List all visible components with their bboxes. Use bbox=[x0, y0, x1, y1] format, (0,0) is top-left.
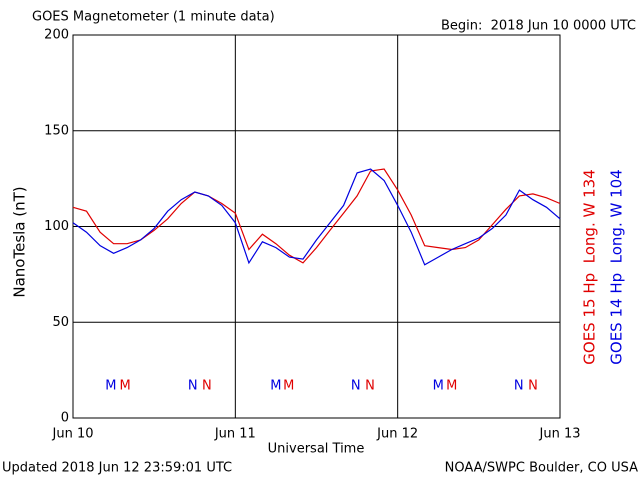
y-tick-label: 50 bbox=[52, 315, 69, 330]
day-marker: M bbox=[119, 379, 130, 394]
day-marker: N bbox=[528, 379, 538, 394]
day-marker: M bbox=[446, 379, 457, 394]
day-marker: N bbox=[188, 379, 198, 394]
x-tick-label: Jun 13 bbox=[539, 427, 581, 442]
day-marker: M bbox=[283, 379, 294, 394]
data-line bbox=[72, 168, 561, 266]
x-tick-label: Jun 10 bbox=[52, 427, 94, 442]
x-tick-label: Jun 12 bbox=[376, 427, 418, 442]
legend-label: GOES 15 Hp Long. W 134 bbox=[581, 169, 599, 364]
day-marker: N bbox=[365, 379, 375, 394]
day-marker: M bbox=[433, 379, 444, 394]
y-tick-label: 100 bbox=[44, 219, 69, 234]
x-tick-label: Jun 11 bbox=[214, 427, 256, 442]
day-marker: M bbox=[270, 379, 281, 394]
day-marker: N bbox=[351, 379, 361, 394]
y-tick-label: 0 bbox=[61, 411, 69, 426]
day-marker: M bbox=[105, 379, 116, 394]
legend-label: GOES 14 Hp Long. W 104 bbox=[608, 169, 626, 364]
x-axis-label: Universal Time bbox=[268, 442, 365, 457]
chart-title: GOES Magnetometer (1 minute data) bbox=[32, 10, 275, 25]
data-line bbox=[72, 168, 561, 264]
y-axis-label: NanoTesla (nT) bbox=[11, 186, 29, 297]
y-tick-label: 150 bbox=[44, 123, 69, 138]
y-tick-label: 200 bbox=[44, 28, 69, 43]
day-marker: N bbox=[514, 379, 524, 394]
footer-right: NOAA/SWPC Boulder, CO USA bbox=[445, 461, 638, 476]
day-marker: N bbox=[202, 379, 212, 394]
footer-left: Updated 2018 Jun 12 23:59:01 UTC bbox=[2, 461, 232, 476]
chart-subtitle: Begin: 2018 Jun 10 0000 UTC bbox=[441, 19, 636, 34]
